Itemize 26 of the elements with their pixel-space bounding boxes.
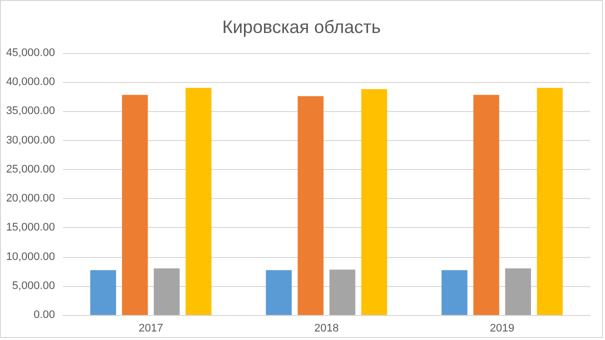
y-tick-label: 40,000.00	[6, 76, 55, 88]
bar	[90, 270, 116, 315]
bar	[329, 270, 356, 315]
y-tick-label: 5,000.00	[12, 280, 55, 292]
bar	[442, 270, 468, 315]
y-tick-label: 10,000.00	[6, 250, 55, 263]
bar	[473, 94, 500, 315]
y-tick-label: 0.00	[34, 309, 55, 321]
bar	[122, 94, 148, 315]
y-tick-label: 45,000.00	[6, 47, 55, 59]
bar	[536, 88, 563, 315]
y-tick-label: 20,000.00	[6, 192, 55, 205]
y-tick-label: 35,000.00	[6, 105, 55, 118]
bar	[186, 88, 212, 315]
x-tick-label: 2018	[314, 322, 339, 334]
bar	[266, 270, 292, 315]
y-tick-label: 25,000.00	[6, 163, 55, 176]
bar	[361, 89, 388, 315]
y-tick-label: 30,000.00	[6, 134, 55, 146]
bar	[298, 96, 324, 315]
chart-title: Кировская область	[222, 17, 381, 37]
y-tick-label: 15,000.00	[6, 222, 55, 234]
bar	[505, 268, 531, 315]
x-tick-label: 2017	[138, 322, 164, 334]
bar	[154, 268, 180, 315]
x-tick-label: 2019	[490, 322, 514, 334]
